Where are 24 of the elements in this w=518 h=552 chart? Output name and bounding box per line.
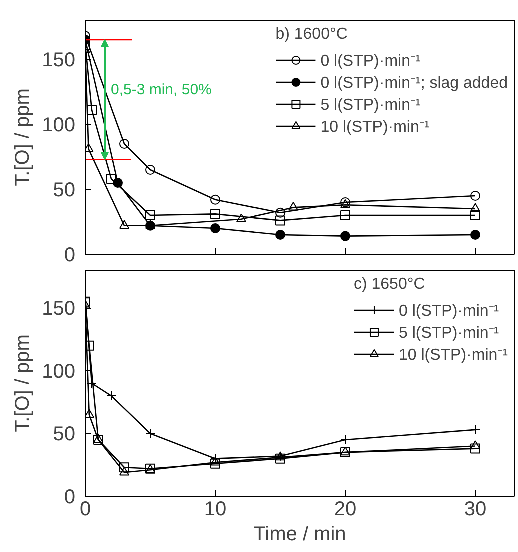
y-tick-label: 50	[53, 180, 76, 202]
legend-label: 10 l(STP)·min⁻¹	[398, 346, 508, 365]
annotation: 0,5-3 min, 50%	[111, 82, 212, 98]
y-tick-label: 100	[42, 360, 76, 383]
y-axis-title: T.[O] / ppm	[12, 88, 34, 186]
legend-title: b) 1600°C	[276, 26, 349, 44]
legend-label: 0 l(STP)·min⁻¹	[320, 52, 421, 71]
x-tick-label: 20	[334, 498, 357, 520]
y-tick-label: 50	[53, 424, 76, 446]
y-tick-label: 100	[42, 114, 76, 136]
legend-label: 5 l(STP)·min⁻¹	[320, 96, 421, 115]
x-tick-label: 10	[204, 498, 227, 520]
x-axis-title: Time / min	[254, 524, 346, 546]
y-tick-label: 150	[42, 50, 76, 72]
legend-label: 5 l(STP)·min⁻¹	[398, 324, 500, 343]
legend-label: 10 l(STP)·min⁻¹	[320, 118, 430, 137]
x-tick-label: 0	[80, 498, 92, 520]
y-tick-label: 0	[64, 244, 76, 266]
y-tick-label: 150	[42, 298, 76, 320]
y-axis-title: T.[O] / ppm	[12, 334, 34, 432]
legend-label: 0 l(STP)·min⁻¹; slag added	[320, 74, 508, 93]
x-tick-label: 30	[464, 498, 487, 520]
legend-title: c) 1650°C	[354, 276, 426, 294]
legend-label: 0 l(STP)·min⁻¹	[398, 302, 500, 321]
